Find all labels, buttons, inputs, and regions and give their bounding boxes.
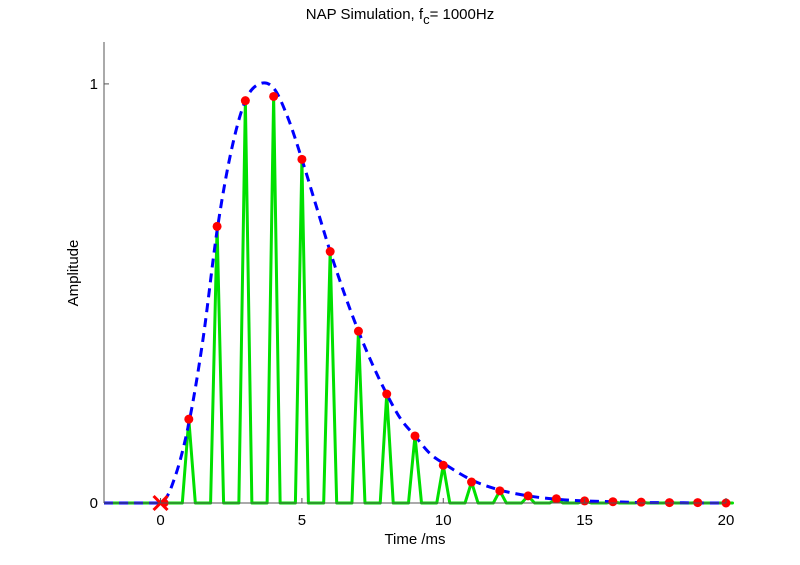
chart-title: NAP Simulation, fc= 1000Hz [306, 6, 494, 27]
x-tick-label: 0 [156, 512, 164, 529]
envelope-series-line [104, 81, 726, 505]
peak-point [410, 431, 420, 441]
x-axis-label: Time /ms [384, 531, 445, 548]
peak-point [382, 389, 392, 399]
x-tick-label: 10 [435, 512, 452, 529]
peak-point [212, 221, 222, 231]
peak-point [269, 91, 279, 101]
y-tick-label: 1 [90, 76, 98, 93]
x-tick-label: 5 [298, 512, 306, 529]
peak-point [240, 96, 250, 106]
plot-area [104, 81, 735, 512]
y-tick-label: 0 [90, 495, 98, 512]
ticks: 0 5 10 15 20 0 1 [90, 76, 735, 529]
peak-point [523, 491, 533, 501]
peak-point [325, 247, 335, 257]
y-axis-label: Amplitude [65, 240, 82, 307]
peak-point [438, 460, 448, 470]
x-tick-label: 20 [718, 512, 735, 529]
peak-point [551, 494, 561, 504]
peak-point [636, 497, 646, 507]
peak-point [297, 154, 307, 164]
peak-point [495, 486, 505, 496]
peak-point [184, 414, 194, 424]
peak-point [467, 477, 477, 487]
peak-point [608, 497, 618, 507]
x-tick-label: 15 [576, 512, 593, 529]
peak-point [353, 326, 363, 336]
